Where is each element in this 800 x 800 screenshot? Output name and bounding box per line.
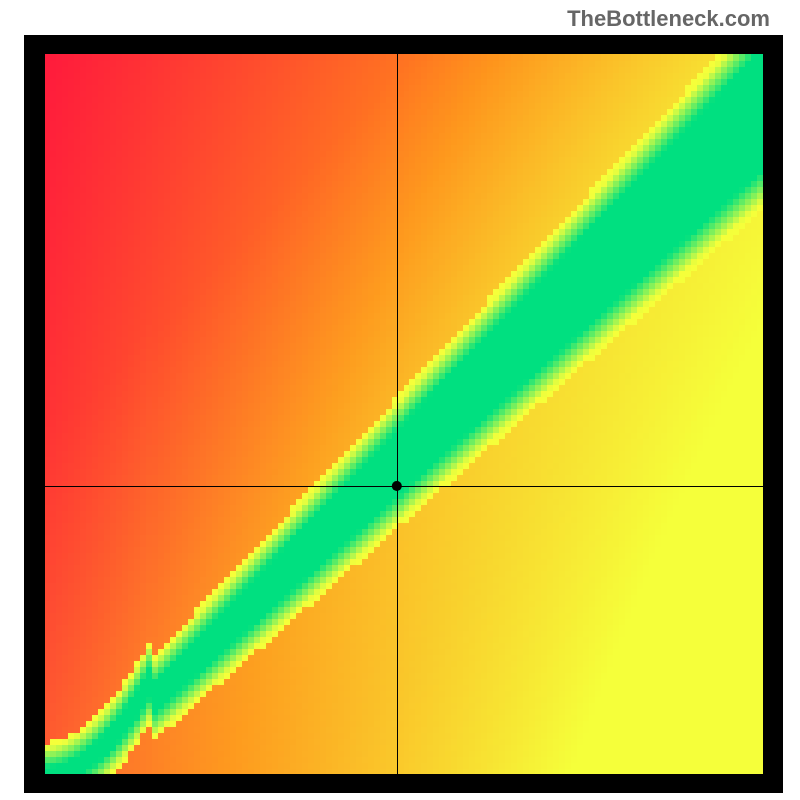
chart-container: TheBottleneck.com [0,0,800,800]
watermark-text: TheBottleneck.com [567,6,770,32]
heatmap-canvas [0,0,800,800]
